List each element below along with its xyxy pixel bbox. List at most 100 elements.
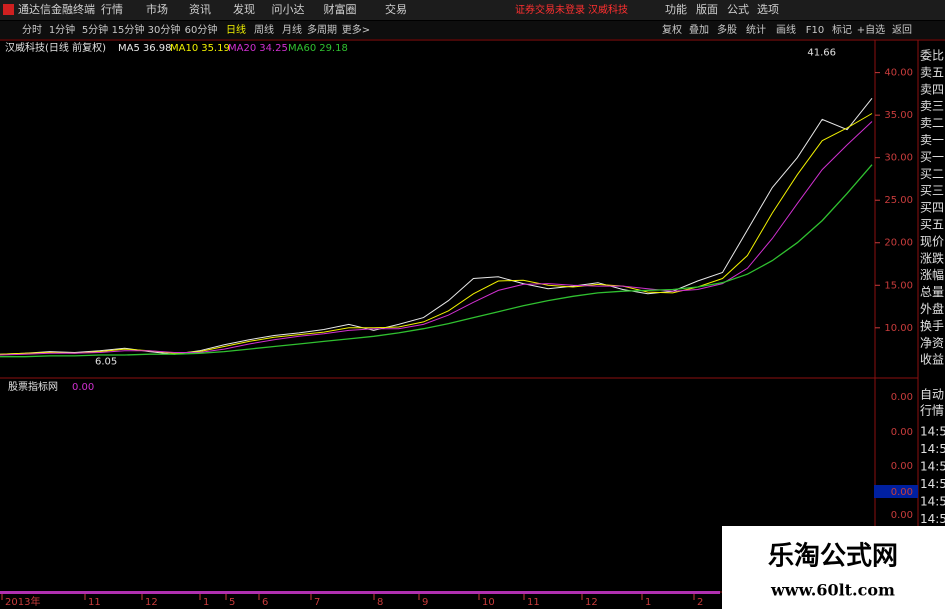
x-tick-label: 10 (482, 597, 495, 608)
legend-value: 29.18 (319, 43, 348, 54)
period-tab[interactable]: 周线 (254, 23, 274, 36)
watermark-url: www.60lt.com (770, 581, 895, 600)
y-tick-label: 25.00 (884, 195, 913, 206)
indicator-axis-label: 0.00 (891, 510, 913, 521)
menu-item[interactable]: 财富圈 (324, 2, 357, 16)
x-tick-label: 7 (314, 597, 320, 608)
quote-label: 买一 (920, 150, 944, 164)
indicator-axis-label: 0.00 (891, 427, 913, 438)
quote-label: 净资 (920, 336, 944, 350)
x-tick-label: 9 (422, 597, 428, 608)
legend-entry: MA20 34.25 (228, 43, 288, 54)
legend-entry: MA60 29.18 (288, 43, 348, 54)
legend-name: MA60 (288, 43, 316, 54)
ma-line (0, 164, 873, 358)
period-tab[interactable]: 月线 (282, 23, 302, 36)
tool-button[interactable]: 标记 (832, 24, 852, 36)
menu-item[interactable]: 选项 (757, 3, 779, 16)
legend-entry: MA5 36.98 (118, 43, 171, 54)
x-tick-label: 11 (527, 597, 540, 608)
chart-title: 汉威科技(日线 前复权) (5, 41, 106, 54)
quote-label: 涨幅 (920, 267, 944, 282)
x-tick-label: 8 (377, 597, 383, 608)
menu-item[interactable]: 公式 (727, 3, 749, 16)
quote-label: 卖一 (920, 133, 944, 147)
quote-label: 买四 (920, 201, 944, 215)
indicator-axis-label: 0.00 (891, 461, 913, 472)
period-tab[interactable]: 分时 (22, 24, 42, 36)
tool-button[interactable]: 复权 (662, 23, 682, 36)
tool-button[interactable]: 返回 (892, 24, 912, 36)
app-title: 通达信金融终端 (18, 2, 95, 16)
app-icon (3, 4, 14, 15)
quote-label: 卖四 (920, 82, 944, 96)
indicator-axis-label: 0.00 (891, 487, 913, 498)
indicator-title: 股票指标网 (8, 380, 58, 393)
y-tick-label: 20.00 (884, 238, 913, 249)
price-annotation: 6.05 (95, 356, 117, 367)
quote-label: 买二 (920, 167, 944, 181)
quote-tab[interactable]: 行情 (920, 404, 944, 418)
tool-button[interactable]: F10 (806, 25, 824, 36)
x-tick-label: 12 (585, 597, 598, 608)
quote-label: 涨跌 (920, 250, 944, 265)
period-tab[interactable]: 15分钟 (112, 23, 145, 36)
quote-tab[interactable]: 自动 (920, 388, 944, 402)
menu-item[interactable]: 功能 (665, 2, 687, 16)
period-tab[interactable]: 日线 (226, 23, 246, 36)
menu-item[interactable]: 发现 (233, 2, 255, 16)
legend-name: MA20 (228, 43, 256, 54)
indicator-axis-label: 0.00 (891, 392, 913, 403)
legend-entry: MA10 35.19 (170, 43, 230, 54)
quote-label: 卖二 (920, 116, 944, 130)
tool-button[interactable]: 统计 (746, 23, 766, 36)
quote-label: 买三 (920, 184, 944, 198)
y-tick-label: 40.00 (884, 68, 913, 79)
highlight (874, 485, 918, 498)
menu-item[interactable]: 交易 (385, 2, 407, 16)
menu-bar (0, 0, 945, 20)
x-tick-label: 5 (229, 597, 235, 608)
y-tick-label: 15.00 (884, 280, 913, 291)
x-tick-label: 1 (645, 597, 651, 608)
x-tick-label: 2 (697, 597, 703, 608)
tool-button[interactable]: +自选 (857, 23, 885, 36)
login-status[interactable]: 证券交易未登录 (515, 3, 585, 16)
x-tick-label: 2013年 (5, 595, 40, 608)
menu-item[interactable]: 资讯 (189, 3, 211, 16)
menu-item[interactable]: 版面 (696, 2, 718, 16)
legend-name: MA10 (170, 43, 198, 54)
period-tab[interactable]: 1分钟 (49, 23, 75, 36)
trade-time: 14:50 (920, 460, 945, 474)
menu-item[interactable]: 市场 (146, 2, 168, 16)
legend-value: 36.98 (143, 43, 172, 54)
trade-time: 14:50 (920, 477, 945, 491)
x-tick-label: 1 (203, 597, 209, 608)
trade-time: 14:50 (920, 425, 945, 439)
period-tab[interactable]: 30分钟 (148, 23, 181, 36)
menu-item[interactable]: 问小达 (272, 3, 305, 16)
quote-label: 换手 (920, 319, 944, 333)
tool-button[interactable]: 画线 (776, 23, 796, 36)
trade-time: 14:50 (920, 512, 945, 526)
period-tab[interactable]: 60分钟 (185, 23, 218, 36)
x-tick-label: 12 (145, 597, 158, 608)
x-tick-label: 6 (262, 597, 268, 608)
stock-name: 汉威科技 (588, 3, 628, 16)
period-tab[interactable]: 5分钟 (82, 23, 108, 36)
period-tab[interactable]: 多周期 (307, 23, 337, 36)
period-tab[interactable]: 更多> (342, 23, 370, 36)
quote-label: 卖五 (920, 65, 944, 79)
quote-label: 现价 (920, 234, 944, 248)
price-annotation: 41.66 (807, 48, 836, 59)
tool-button[interactable]: 叠加 (689, 24, 709, 36)
toolbar (0, 21, 945, 39)
tool-button[interactable]: 多股 (717, 23, 737, 36)
y-tick-label: 10.00 (884, 323, 913, 334)
menu-item[interactable]: 行情 (101, 3, 123, 16)
legend-name: MA5 (118, 43, 140, 54)
y-tick-label: 30.00 (884, 153, 913, 164)
quote-label: 买五 (920, 218, 944, 232)
